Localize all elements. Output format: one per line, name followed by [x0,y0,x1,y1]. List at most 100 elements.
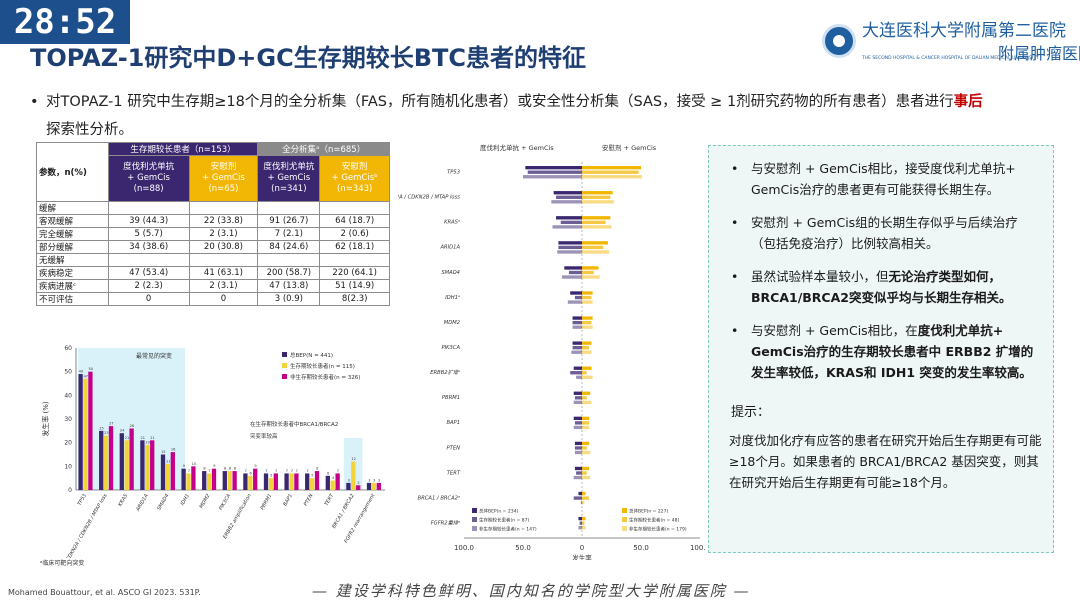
bar [582,300,593,304]
table-row: 疾病进展ᶜ 2 (2.3) 2 (3.1) 47 (13.8) 51 (14.9) [36,279,390,293]
x-tick-label: ARID1A [135,493,150,514]
table-group-long: 生存期较长患者（n=153） [107,142,259,156]
bar [582,425,590,430]
bar [330,480,335,490]
intro-bullet: • [30,94,39,110]
table-cell [319,253,390,267]
bar [99,430,104,490]
bar [108,426,114,490]
table-cell: 84 (24.6) [257,240,321,254]
bar-data-label: 5 [270,474,272,478]
bar [582,346,590,350]
table-param-header: 参数，n(%) [36,142,109,202]
bar [314,471,320,490]
summary-item: • 虽然试验样本量较小，但无论治疗类型如何，BRCA1/BRCA2突变似乎均与长… [731,269,1012,305]
summary-panel: • 与安慰剂 + GemCis相比，接受度伐利尤单抗+ GemCis治疗的患者更… [708,145,1054,553]
table-row: 无缓解 [36,253,390,267]
table-cell: 22 (33.8) [188,214,259,228]
bar-data-label: 7 [188,469,190,473]
bar [582,466,590,471]
bar [572,346,582,350]
right-series-label: 安慰剂 + GemCis [602,143,657,152]
bar [582,295,592,300]
bar [556,195,582,199]
bar [582,166,641,170]
category-label: CDKN2A / CDKN2B / MTAP loss [398,195,460,201]
bar [83,378,88,490]
table-col-header: 安慰剂 + GemCisᵇ (n=343) [319,155,390,202]
bar [558,245,582,250]
left-series-label: 度伐利尤单抗 + GemCis [480,143,554,152]
table-cell: 41 (63.1) [188,266,259,280]
category-label: BAP1 [446,420,460,426]
legend-entry: 总BEP(N = 441) [290,351,333,359]
x-tick-label: PBRM1 [260,493,274,511]
legend-entry: 生存期较长患者(n = 115) [290,362,355,370]
table-row-label: 疾病稳定 [36,266,109,280]
table-cell: 2 (0.6) [319,227,390,241]
bar [574,466,582,471]
bar-data-label: 7 [265,469,267,473]
bar [186,473,191,490]
x-tick-label: TP53 [77,493,88,507]
bar [582,341,592,345]
table-cell [107,201,190,215]
legend-entry: 总体BEP(n = 234) [479,508,518,515]
bar [582,200,614,204]
x-tick-label: KRAS [117,492,129,507]
bar-data-label: 50 [88,367,92,371]
x-tick-label: 100.0 [454,544,474,552]
x-tick-label: PTEN [303,493,315,507]
bar-data-label: 9 [213,464,215,468]
citation: Mohamed Bouattour, et al. ASCO GI 2023. … [8,588,201,597]
countdown-timer: 28:52 [0,0,130,44]
bar [576,471,582,475]
hospital-name-2: 附属肿瘤医院 [998,44,1080,63]
bar [578,516,582,521]
y-tick-label: 30 [64,416,72,423]
table-cell: 2 (2.3) [107,279,190,293]
category-label: BRCA1 / BRCA2ᵃ [418,495,460,501]
bar [582,275,600,279]
table-row-label: 客观缓解 [36,214,109,228]
table-row-label: 缓解 [36,201,109,215]
bar [560,220,582,225]
legend-entry: 生存期较长患者(n = 48) [629,517,679,524]
bar [289,473,294,490]
table-cell [257,253,321,267]
x-tick-label: SMAD4 [156,493,170,512]
bar-data-label: 49 [79,370,83,374]
bar [582,245,604,250]
bar [573,475,582,480]
category-label: KRASᵃ [444,220,460,226]
table-cell: 47 (13.8) [257,279,321,293]
bar [88,371,93,490]
bar [582,270,594,275]
bar-data-label: 10 [191,462,195,466]
bar [263,473,269,490]
bar [582,266,599,270]
table-cell [107,253,190,267]
table-cell: 0 [188,292,259,306]
bar [570,371,582,375]
y-tick-label: 60 [64,345,72,352]
bar [582,396,587,400]
table-cell: 2 (3.1) [188,227,259,241]
bar [527,170,582,174]
bar [582,526,586,530]
bar-data-label: 23 [104,431,108,435]
bar [582,391,591,395]
legend-swatch [472,508,477,513]
bar-data-label: 8 [234,467,236,471]
bar [573,416,582,421]
hospital-name: 大连医科大学附属第二医院 [862,21,1066,41]
y-tick-label: 50 [64,369,72,376]
bar [582,175,643,179]
bar [582,471,587,475]
y-tick-label: 0 [68,487,72,494]
bar [558,241,582,245]
category-label: ARID1A [439,245,460,251]
y-tick-label: 10 [64,463,72,470]
table-cell: 91 (26.7) [257,214,321,228]
bar [351,461,356,490]
